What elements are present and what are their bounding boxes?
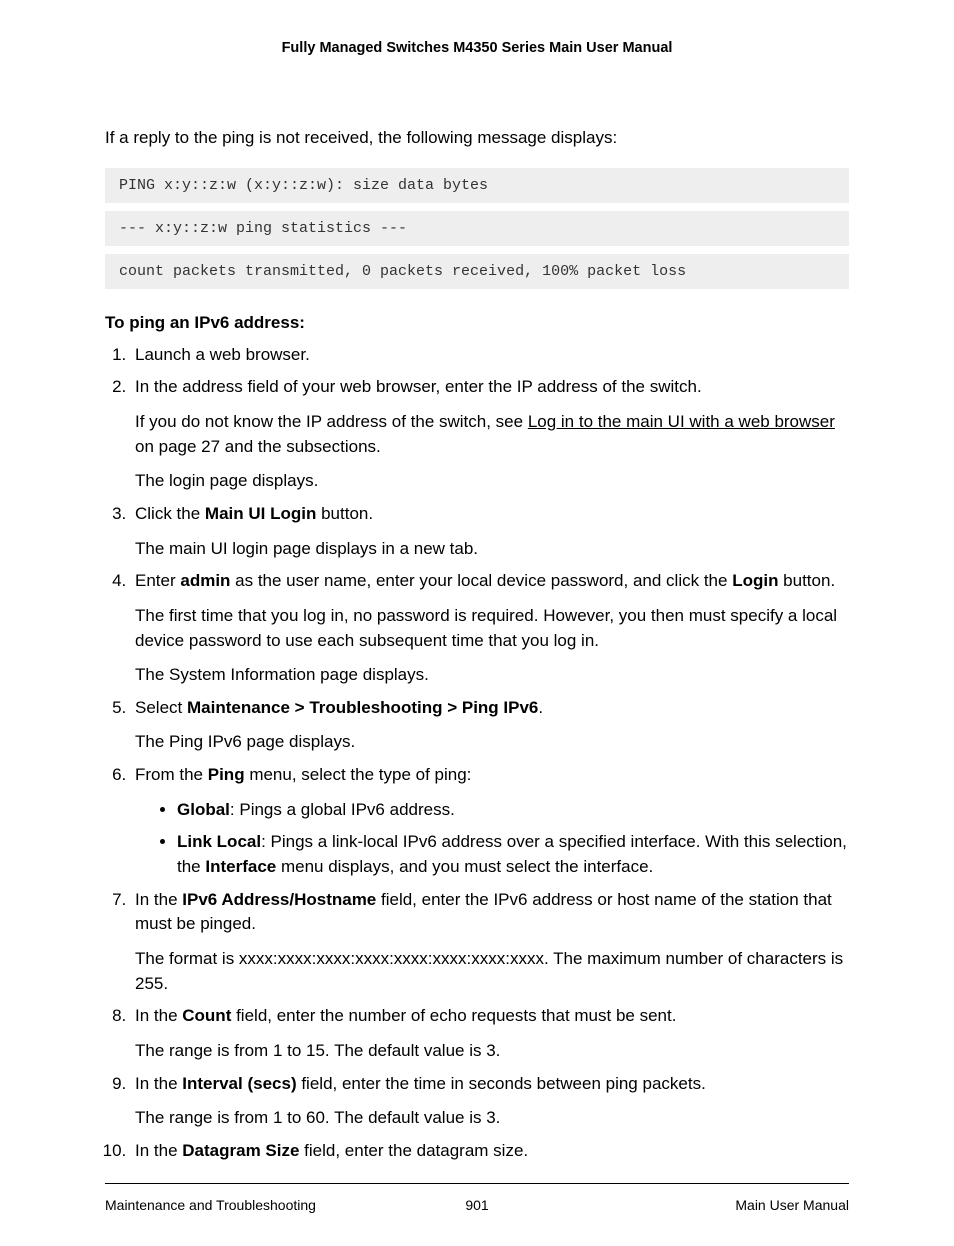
step-3-p1: The main UI login page displays in a new… [135, 537, 849, 562]
step-6: From the Ping menu, select the type of p… [131, 763, 849, 880]
step-8: In the Count field, enter the number of … [131, 1004, 849, 1063]
footer-divider [105, 1183, 849, 1184]
ipv6-address-bold: IPv6 Address/Hostname [182, 890, 376, 909]
step-8-p1: The range is from 1 to 15. The default v… [135, 1039, 849, 1064]
count-bold: Count [182, 1006, 231, 1025]
step-2: In the address field of your web browser… [131, 375, 849, 494]
step-9-p1: The range is from 1 to 60. The default v… [135, 1106, 849, 1131]
section-heading: To ping an IPv6 address: [105, 313, 849, 333]
login-link[interactable]: Log in to the main UI with a web browser [528, 412, 835, 431]
nav-path-bold: Maintenance > Troubleshooting > Ping IPv… [187, 698, 538, 717]
ping-type-list: Global: Pings a global IPv6 address. Lin… [135, 798, 849, 880]
page-footer: Maintenance and Troubleshooting 901 Main… [105, 1196, 849, 1216]
code-line-3: count packets transmitted, 0 packets rec… [105, 254, 849, 289]
step-2-p2: The login page displays. [135, 469, 849, 494]
steps-list: Launch a web browser. In the address fie… [105, 343, 849, 1164]
admin-bold: admin [180, 571, 230, 590]
step-7-p1: The format is xxxx:xxxx:xxxx:xxxx:xxxx:x… [135, 947, 849, 996]
step-5-p1: The Ping IPv6 page displays. [135, 730, 849, 755]
datagram-size-bold: Datagram Size [182, 1141, 299, 1160]
step-2-main: In the address field of your web browser… [135, 377, 702, 396]
code-line-1: PING x:y::z:w (x:y::z:w): size data byte… [105, 168, 849, 203]
code-line-2: --- x:y::z:w ping statistics --- [105, 211, 849, 246]
page-header: Fully Managed Switches M4350 Series Main… [105, 40, 849, 56]
bullet-global: Global: Pings a global IPv6 address. [177, 798, 849, 823]
footer-right: Main User Manual [603, 1196, 849, 1216]
step-3: Click the Main UI Login button. The main… [131, 502, 849, 561]
step-5: Select Maintenance > Troubleshooting > P… [131, 696, 849, 755]
footer-page-number: 901 [354, 1196, 600, 1216]
step-7: In the IPv6 Address/Hostname field, ente… [131, 888, 849, 997]
intro-text: If a reply to the ping is not received, … [105, 126, 849, 150]
interval-bold: Interval (secs) [182, 1074, 296, 1093]
footer-left: Maintenance and Troubleshooting [105, 1196, 351, 1216]
step-9: In the Interval (secs) field, enter the … [131, 1072, 849, 1131]
step-4-p1: The first time that you log in, no passw… [135, 604, 849, 653]
ping-bold: Ping [208, 765, 245, 784]
step-4-p2: The System Information page displays. [135, 663, 849, 688]
step-2-p1: If you do not know the IP address of the… [135, 410, 849, 459]
step-10: In the Datagram Size field, enter the da… [131, 1139, 849, 1164]
login-bold: Login [732, 571, 778, 590]
bullet-link-local: Link Local: Pings a link-local IPv6 addr… [177, 830, 849, 879]
step-1: Launch a web browser. [131, 343, 849, 368]
main-ui-login-bold: Main UI Login [205, 504, 316, 523]
step-4: Enter admin as the user name, enter your… [131, 569, 849, 688]
